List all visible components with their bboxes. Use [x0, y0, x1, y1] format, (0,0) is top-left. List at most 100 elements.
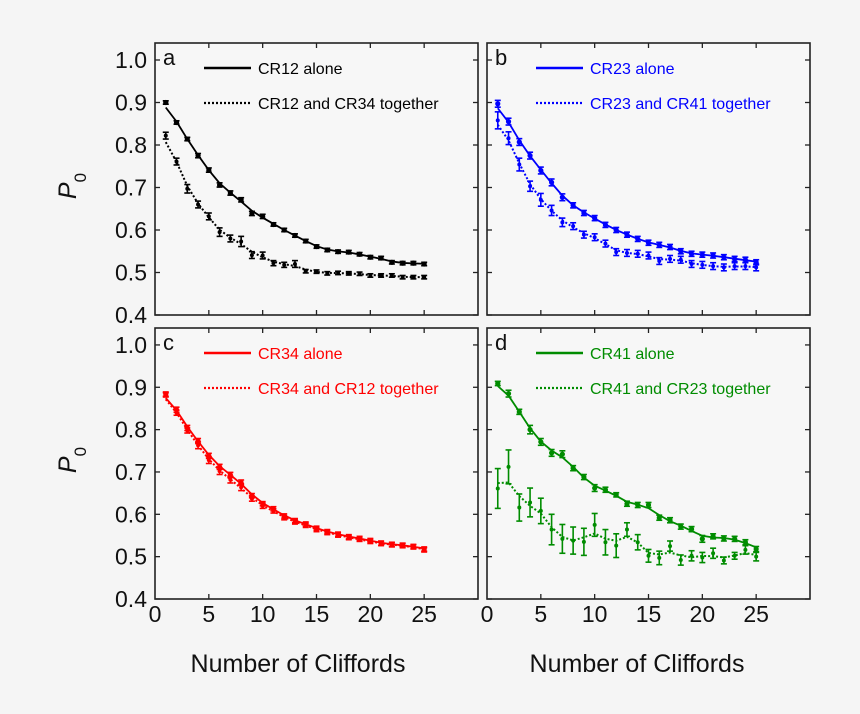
plot-area-frame [154, 42, 479, 316]
data-point [743, 547, 748, 552]
data-point [357, 271, 362, 276]
data-point [505, 391, 512, 397]
data-point [368, 273, 373, 278]
data-point [227, 190, 233, 196]
data-point [411, 275, 416, 280]
x-tick-label: 25 [743, 601, 769, 627]
data-point [581, 210, 587, 216]
data-point [624, 250, 629, 255]
data-point [624, 232, 630, 238]
y-tick-label: 1.0 [115, 332, 147, 358]
data-point [721, 558, 726, 563]
data-point [635, 502, 641, 508]
data-point [239, 239, 244, 244]
panel-letter: c [163, 330, 174, 355]
legend-entry: CR41 alone [590, 346, 675, 363]
data-point [495, 101, 501, 107]
legend-entry: CR34 alone [258, 346, 343, 363]
data-point [689, 553, 694, 558]
x-tick-label: 15 [636, 601, 662, 627]
data-point [163, 133, 168, 138]
data-point [549, 208, 554, 213]
data-point [324, 247, 330, 253]
data-point [336, 533, 341, 538]
data-point [559, 194, 565, 200]
data-point [505, 119, 512, 125]
data-point [217, 182, 223, 188]
series-together: CR41 and CR23 together [494, 381, 771, 566]
data-point [538, 439, 544, 445]
data-point [571, 224, 576, 229]
data-point [389, 273, 394, 278]
data-point [421, 261, 427, 267]
data-point [400, 275, 405, 280]
x-tick-label: 10 [582, 601, 608, 627]
data-point [678, 523, 684, 530]
data-point [217, 230, 222, 235]
data-point [400, 260, 406, 266]
data-point [506, 464, 511, 469]
data-point [174, 410, 179, 415]
y-axis-title-top: P0 [54, 173, 90, 199]
panel-b: b CR23 alone CR23 and CR41 together [486, 42, 811, 316]
data-point [516, 409, 522, 415]
x-tick-label: 5 [202, 601, 215, 627]
panel-letter: d [495, 330, 507, 355]
data-point [645, 240, 652, 246]
data-point [367, 254, 373, 260]
data-point [613, 492, 619, 498]
data-point [356, 251, 363, 257]
x-tick-label: 5 [534, 601, 547, 627]
data-point [657, 259, 662, 264]
data-point [592, 215, 598, 221]
data-point [379, 273, 384, 278]
data-point [173, 119, 180, 126]
data-point [185, 186, 190, 191]
plot-area-frame [486, 42, 811, 316]
y-tick-label: 0.6 [115, 217, 147, 243]
data-point [527, 153, 533, 159]
data-point [581, 232, 586, 237]
data-point [753, 546, 759, 552]
y-axis-title-bottom: P0 [54, 447, 90, 473]
data-point [516, 139, 522, 145]
data-point [292, 232, 298, 239]
data-point [538, 197, 543, 202]
data-point [700, 262, 705, 267]
data-point [389, 542, 394, 547]
data-point [581, 474, 587, 480]
data-point [592, 485, 598, 491]
y-tick-label: 0.7 [115, 459, 147, 485]
data-point [184, 136, 190, 142]
x-tick-label: 20 [358, 601, 384, 627]
data-point [281, 227, 287, 233]
data-point [292, 519, 297, 524]
data-point [411, 544, 416, 549]
x-axis-title-left: Number of Cliffords [191, 650, 406, 678]
data-point [260, 213, 266, 219]
data-point [711, 551, 716, 556]
data-point [292, 262, 297, 266]
data-point [325, 271, 330, 276]
x-tick-label: 20 [690, 601, 716, 627]
data-point [668, 256, 673, 261]
panel-d: 0 5 10 15 20 25 d CR41 alone CR41 and CR23 toget… [481, 327, 811, 627]
x-tick-label: 10 [250, 601, 276, 627]
data-point [635, 236, 641, 242]
data-point [657, 555, 662, 560]
data-point [742, 539, 749, 545]
data-point [368, 539, 373, 544]
y-tick-label: 0.8 [115, 132, 147, 158]
data-point [303, 238, 309, 244]
y-tick-label: 0.9 [115, 374, 147, 400]
y-tick-label: 0.7 [115, 175, 147, 201]
data-point [602, 487, 609, 493]
series-alone: CR12 alone [162, 61, 428, 267]
x-axis-title-right: Number of Cliffords [530, 650, 745, 678]
series-alone: CR23 alone [494, 61, 760, 266]
data-point [206, 458, 211, 463]
data-point [549, 450, 555, 456]
data-point [732, 553, 737, 558]
panel-letter: b [495, 45, 507, 70]
data-point [602, 222, 609, 228]
